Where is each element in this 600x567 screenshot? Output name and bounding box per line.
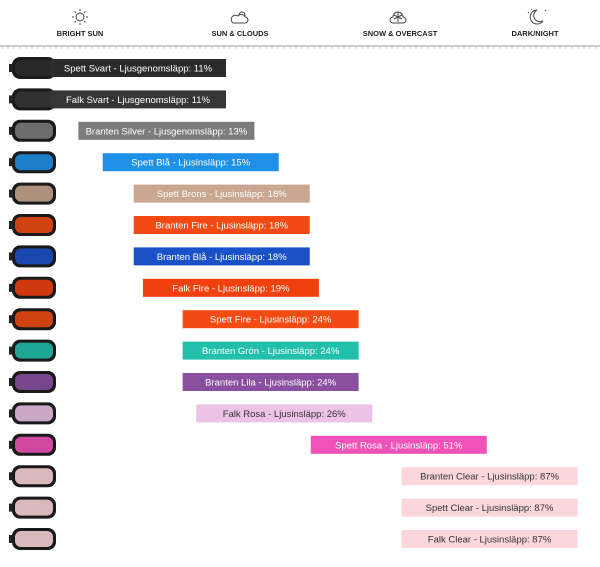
goggle-lens — [15, 405, 53, 422]
goggle-icon — [9, 465, 56, 488]
goggle-lens — [15, 468, 53, 485]
condition-label: DARK/NIGHT — [511, 29, 558, 38]
goggle-lens — [15, 279, 53, 296]
bar-label: Branten Grön - Ljusinsläpp: 24% — [202, 346, 340, 357]
goggle-icon — [9, 119, 56, 142]
bar-label: Branten Clear - Ljusinsläpp: 87% — [420, 472, 559, 483]
bar — [133, 216, 310, 234]
condition-label: SNOW & OVERCAST — [363, 29, 438, 38]
goggle-strap — [9, 189, 13, 198]
bar — [50, 59, 226, 77]
goggle-icon — [9, 308, 56, 331]
bar — [401, 498, 578, 517]
goggle-strap — [9, 126, 13, 135]
goggle-icon — [9, 245, 56, 268]
bar — [401, 530, 578, 548]
bar-label: Spett Rosa - Ljusinsläpp: 51% — [335, 440, 463, 451]
bar-label: Falk Rosa - Ljusinsläpp: 26% — [223, 409, 347, 420]
bar — [182, 341, 359, 360]
bar — [102, 153, 279, 172]
goggle-icon — [9, 339, 56, 362]
goggle-lens — [15, 248, 53, 265]
bar-label: Falk Fire - Ljusinsläpp: 19% — [172, 283, 290, 294]
bar — [182, 373, 359, 391]
bar-label: Branten Silver - Ljusgenomsläpp: 13% — [86, 126, 248, 137]
bar — [196, 404, 373, 423]
goggle-icon — [9, 371, 56, 393]
goggle-lens — [15, 60, 53, 76]
goggle-strap — [9, 378, 13, 386]
condition-label: BRIGHT SUN — [57, 29, 104, 38]
bar — [182, 310, 359, 329]
icons — [72, 8, 547, 25]
bar-label: Spett Blå - Ljusinsläpp: 15% — [131, 158, 250, 169]
goggle-icon — [9, 433, 56, 456]
goggle-lens — [15, 374, 53, 390]
goggle-icon — [9, 57, 56, 79]
bar-label: Spett Clear - Ljusinsläpp: 87% — [426, 503, 554, 514]
goggle-lens — [15, 531, 53, 547]
bar — [401, 467, 578, 486]
goggle-icon — [9, 182, 56, 205]
bar-label: Spett Svart - Ljusgenomsläpp: 11% — [64, 64, 213, 75]
bar — [133, 247, 310, 266]
goggle-lens — [15, 185, 53, 202]
goggle-icon — [9, 88, 56, 111]
goggle-lens — [15, 217, 53, 233]
goggle-lens — [15, 436, 53, 453]
bar — [142, 278, 319, 297]
goggle-lens — [15, 342, 53, 359]
goggle-icon — [9, 214, 56, 236]
ruler-ticks — [1, 46, 597, 49]
bar — [133, 184, 310, 203]
goggle-strap — [9, 440, 13, 449]
bar-label: Falk Svart - Ljusgenomsläpp: 11% — [66, 95, 211, 106]
bar — [78, 121, 255, 140]
goggle-icon — [9, 528, 56, 550]
bar — [50, 90, 226, 109]
goggle-strap — [9, 409, 13, 418]
bar-label: Spett Brons - Ljusinsläpp: 18% — [157, 189, 287, 200]
goggle-icon — [9, 151, 56, 174]
bar-label: Branten Fire - Ljusinsläpp: 18% — [155, 221, 288, 232]
bar — [310, 435, 487, 454]
goggle-strap — [9, 503, 13, 512]
goggle-icon — [9, 402, 56, 425]
goggle-strap — [9, 95, 13, 104]
condition-label: SUN & CLOUDS — [211, 29, 268, 38]
goggle-icon — [9, 496, 56, 519]
bar-label: Branten Blå - Ljusinsläpp: 18% — [157, 252, 287, 263]
goggle-strap — [9, 472, 13, 481]
goggle-strap — [9, 64, 13, 72]
goggle-lens — [15, 91, 53, 108]
goggle-lens — [15, 154, 53, 171]
goggle-lens — [15, 311, 53, 328]
goggle-strap — [9, 535, 13, 543]
goggle-strap — [9, 158, 13, 167]
goggle-icon — [9, 276, 56, 299]
goggle-lens — [15, 122, 53, 139]
bar-label: Spett Fire - Ljusinsläpp: 24% — [210, 315, 332, 326]
goggle-strap — [9, 252, 13, 261]
goggle-lens — [15, 499, 53, 516]
bar-label: Branten Lila - Ljusinsläpp: 24% — [205, 378, 337, 389]
bar-label: Falk Clear - Ljusinsläpp: 87% — [428, 535, 552, 546]
goggle-strap — [9, 283, 13, 292]
goggle-strap — [9, 346, 13, 355]
goggle-strap — [9, 221, 13, 229]
goggle-strap — [9, 315, 13, 324]
